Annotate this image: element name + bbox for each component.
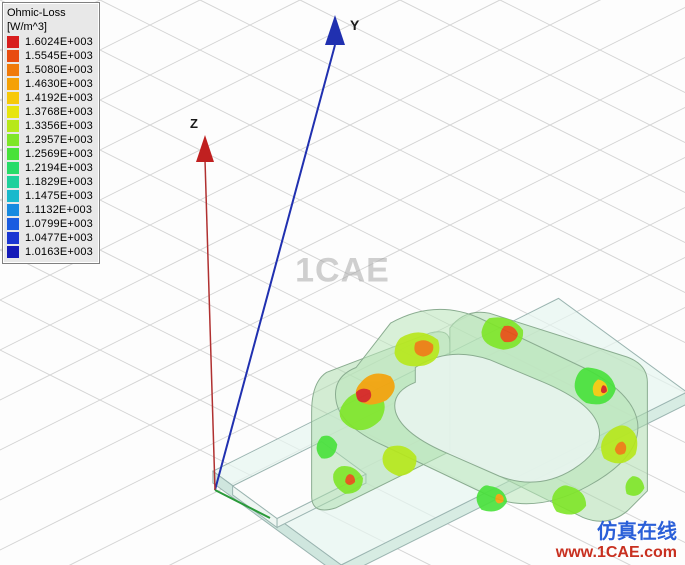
legend-swatch [7,120,19,132]
legend-value: 1.6024E+003 [25,35,93,49]
legend-swatch [7,64,19,76]
legend-swatch [7,176,19,188]
legend-value: 1.2569E+003 [25,147,93,161]
simulation-viewport[interactable]: Y Z Ohmic-Loss [W/m^3] 1.6024E+0031.5545… [0,0,685,565]
legend-value: 1.5080E+003 [25,63,93,77]
legend-value: 1.4630E+003 [25,77,93,91]
legend-swatch [7,232,19,244]
legend-row: 1.2194E+003 [7,161,93,175]
legend-swatch [7,106,19,118]
legend-row: 1.2957E+003 [7,133,93,147]
legend-swatch [7,92,19,104]
legend-swatch [7,204,19,216]
legend-value: 1.0799E+003 [25,217,93,231]
legend-value: 1.1132E+003 [25,203,92,217]
legend-swatch [7,190,19,202]
legend-value: 1.0163E+003 [25,245,93,259]
legend-value: 1.1829E+003 [25,175,93,189]
legend-swatch [7,218,19,230]
legend-value: 1.2957E+003 [25,133,93,147]
legend-swatch [7,148,19,160]
legend-swatch [7,246,19,258]
legend-row: 1.1132E+003 [7,203,93,217]
legend-row: 1.4192E+003 [7,91,93,105]
legend-row: 1.3768E+003 [7,105,93,119]
color-legend[interactable]: Ohmic-Loss [W/m^3] 1.6024E+0031.5545E+00… [2,2,100,264]
legend-swatch [7,50,19,62]
legend-swatch [7,78,19,90]
legend-row: 1.5080E+003 [7,63,93,77]
legend-value: 1.1475E+003 [25,189,93,203]
legend-value: 1.3356E+003 [25,119,93,133]
legend-swatch [7,134,19,146]
legend-row: 1.0477E+003 [7,231,93,245]
legend-row: 1.3356E+003 [7,119,93,133]
legend-row: 1.1829E+003 [7,175,93,189]
legend-row: 1.4630E+003 [7,77,93,91]
legend-row: 1.6024E+003 [7,35,93,49]
legend-title-line2: [W/m^3] [7,21,93,34]
legend-row: 1.0163E+003 [7,245,93,259]
legend-row: 1.5545E+003 [7,49,93,63]
legend-title-line1: Ohmic-Loss [7,7,93,20]
legend-row: 1.1475E+003 [7,189,93,203]
axis-z-label: Z [190,116,198,131]
legend-row: 1.2569E+003 [7,147,93,161]
legend-swatch [7,36,19,48]
legend-row: 1.0799E+003 [7,217,93,231]
legend-value: 1.3768E+003 [25,105,93,119]
coordinate-axes: Y Z [160,0,680,565]
axis-y-label: Y [350,17,360,33]
legend-swatch [7,162,19,174]
legend-value: 1.5545E+003 [25,49,93,63]
legend-value: 1.0477E+003 [25,231,93,245]
legend-value: 1.2194E+003 [25,161,93,175]
legend-value: 1.4192E+003 [25,91,93,105]
